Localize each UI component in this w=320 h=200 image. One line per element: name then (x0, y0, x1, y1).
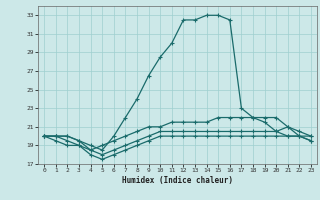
X-axis label: Humidex (Indice chaleur): Humidex (Indice chaleur) (122, 176, 233, 185)
